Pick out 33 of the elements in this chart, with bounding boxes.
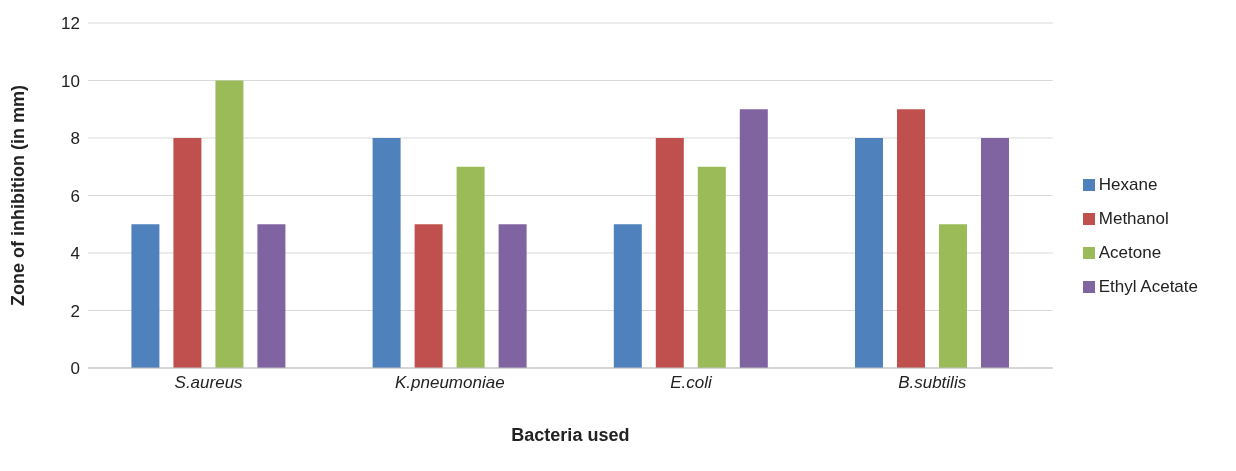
y-tick-label: 10 bbox=[61, 71, 80, 91]
y-tick-label: 2 bbox=[70, 301, 80, 321]
legend-label: Acetone bbox=[1098, 242, 1162, 262]
bar bbox=[215, 80, 244, 368]
bar bbox=[414, 224, 443, 368]
legend-label: Methanol bbox=[1098, 208, 1169, 228]
bar bbox=[131, 224, 160, 368]
y-tick-label: 0 bbox=[70, 359, 80, 379]
y-tick-label: 12 bbox=[61, 14, 80, 34]
bar bbox=[372, 138, 401, 368]
x-tick-label: S.aureus bbox=[174, 373, 244, 393]
y-tick-label: 4 bbox=[70, 244, 80, 264]
bar bbox=[854, 138, 883, 368]
bar bbox=[613, 224, 642, 368]
x-axis-title: Bacteria used bbox=[511, 424, 630, 445]
bar bbox=[173, 138, 202, 368]
bar bbox=[697, 166, 726, 368]
bar bbox=[938, 224, 967, 368]
legend-label: Ethyl Acetate bbox=[1098, 276, 1198, 296]
legend-label: Hexane bbox=[1098, 174, 1158, 194]
bar bbox=[739, 109, 768, 368]
bar bbox=[655, 138, 684, 368]
x-tick-label: K.pneumoniae bbox=[394, 373, 505, 393]
bar bbox=[257, 224, 286, 368]
y-tick-label: 6 bbox=[70, 186, 80, 206]
bar bbox=[980, 138, 1009, 368]
bar bbox=[896, 109, 925, 368]
y-axis-title: Zone of inhibition (in mm) bbox=[8, 85, 29, 306]
y-tick-label: 8 bbox=[70, 129, 80, 149]
x-tick-label: B.subtilis bbox=[898, 373, 967, 393]
x-tick-label: E.coli bbox=[670, 373, 713, 393]
bar bbox=[498, 224, 527, 368]
bar bbox=[456, 166, 485, 368]
